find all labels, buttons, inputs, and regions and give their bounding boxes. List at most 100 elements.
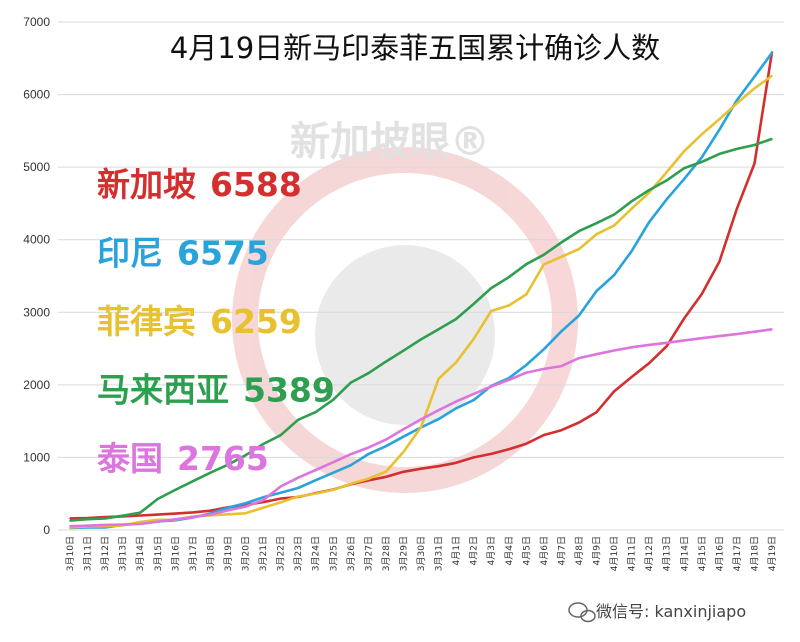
data-point bbox=[613, 274, 615, 276]
data-point bbox=[701, 337, 703, 339]
data-point bbox=[560, 256, 563, 258]
data-point bbox=[139, 523, 141, 525]
data-point bbox=[314, 469, 317, 471]
x-tick-label: 3月27日 bbox=[363, 536, 374, 571]
data-point bbox=[736, 102, 738, 105]
data-point bbox=[736, 333, 738, 335]
data-point bbox=[227, 506, 229, 509]
x-tick-label: 3月12日 bbox=[100, 536, 111, 571]
data-point bbox=[332, 398, 335, 401]
data-point bbox=[507, 304, 510, 307]
data-point bbox=[753, 144, 756, 146]
x-tick-label: 4月16日 bbox=[714, 536, 725, 571]
legend-series-name: 新加坡 bbox=[97, 165, 196, 204]
data-point bbox=[139, 511, 141, 514]
data-point bbox=[139, 514, 141, 517]
data-point bbox=[455, 361, 457, 364]
data-point bbox=[665, 179, 668, 182]
data-point bbox=[753, 162, 756, 165]
data-point bbox=[350, 453, 352, 455]
x-tick-label: 3月29日 bbox=[398, 536, 409, 571]
data-point bbox=[472, 338, 475, 340]
data-point bbox=[771, 138, 773, 140]
watermark: 新加坡眼® bbox=[232, 119, 578, 493]
data-point bbox=[227, 463, 229, 466]
data-point bbox=[385, 438, 387, 441]
x-tick-label: 4月1日 bbox=[451, 536, 462, 565]
x-tick-label: 4月19日 bbox=[767, 536, 778, 571]
data-point bbox=[139, 521, 141, 523]
data-point bbox=[69, 525, 71, 527]
data-point bbox=[121, 523, 124, 526]
data-point bbox=[578, 314, 580, 317]
data-point bbox=[525, 371, 528, 374]
data-point bbox=[297, 487, 299, 489]
data-point bbox=[595, 233, 598, 235]
data-point bbox=[350, 483, 352, 485]
data-point bbox=[630, 200, 633, 203]
x-tick-label: 3月15日 bbox=[153, 536, 164, 571]
legend-entry: 马来西亚 5389 bbox=[97, 371, 335, 410]
x-tick-label: 4月11日 bbox=[627, 536, 638, 571]
data-point bbox=[560, 241, 563, 244]
data-point bbox=[437, 465, 440, 468]
data-point bbox=[420, 338, 422, 341]
x-tick-label: 4月8日 bbox=[574, 536, 585, 565]
data-point bbox=[753, 87, 756, 90]
data-point bbox=[648, 344, 650, 346]
data-point bbox=[174, 489, 177, 491]
data-point bbox=[507, 448, 510, 450]
x-axis-ticks: 3月10日 3月11日 3月12日 3月13日 3月14日 3月15日 3月16日 3月17日… bbox=[65, 536, 778, 571]
y-tick-label: 7000 bbox=[23, 15, 50, 29]
data-point bbox=[472, 303, 475, 305]
x-tick-label: 4月5日 bbox=[521, 536, 532, 565]
data-point bbox=[701, 133, 703, 136]
data-point bbox=[525, 364, 528, 366]
data-point bbox=[683, 339, 686, 342]
data-point bbox=[297, 495, 299, 498]
legend-entry: 菲律宾 6259 bbox=[97, 302, 302, 341]
data-point bbox=[174, 512, 177, 515]
y-tick-label: 1000 bbox=[23, 450, 50, 464]
data-point bbox=[332, 471, 335, 474]
data-point bbox=[472, 393, 475, 395]
data-point bbox=[578, 248, 580, 250]
data-point bbox=[507, 379, 510, 381]
data-point bbox=[701, 156, 703, 159]
data-point bbox=[525, 293, 528, 296]
data-point bbox=[613, 224, 615, 227]
data-point bbox=[718, 118, 721, 121]
data-point bbox=[490, 453, 493, 455]
y-tick-label: 3000 bbox=[23, 305, 50, 319]
data-point bbox=[209, 513, 212, 516]
chart-title: 4月19日新马印泰菲五国累计确诊人数 bbox=[170, 31, 660, 65]
data-point bbox=[718, 260, 721, 263]
data-point bbox=[385, 476, 387, 478]
x-tick-label: 3月17日 bbox=[188, 536, 199, 571]
data-point bbox=[560, 429, 563, 432]
x-tick-label: 3月28日 bbox=[381, 536, 392, 571]
data-point bbox=[402, 451, 405, 453]
data-point bbox=[543, 253, 545, 256]
wechat-icon bbox=[568, 602, 596, 623]
data-point bbox=[595, 222, 598, 224]
data-point bbox=[771, 328, 773, 331]
data-point bbox=[262, 496, 264, 499]
x-tick-label: 4月17日 bbox=[732, 536, 743, 571]
x-tick-label: 3月13日 bbox=[118, 536, 129, 571]
data-point bbox=[174, 518, 177, 521]
y-axis-ticks: 0 1000 2000 3000 4000 5000 6000 7000 bbox=[23, 15, 50, 537]
data-point bbox=[156, 513, 159, 516]
x-tick-label: 3月21日 bbox=[258, 536, 269, 571]
data-point bbox=[701, 293, 703, 295]
data-point bbox=[192, 511, 194, 514]
x-tick-label: 3月11日 bbox=[83, 536, 94, 571]
watermark-text: 新加坡眼® bbox=[290, 119, 490, 165]
data-point bbox=[683, 317, 686, 320]
data-point bbox=[753, 330, 756, 333]
data-point bbox=[753, 75, 756, 78]
data-point bbox=[543, 348, 545, 351]
x-tick-label: 4月9日 bbox=[592, 536, 603, 565]
data-point bbox=[86, 518, 89, 520]
data-point bbox=[104, 517, 106, 520]
